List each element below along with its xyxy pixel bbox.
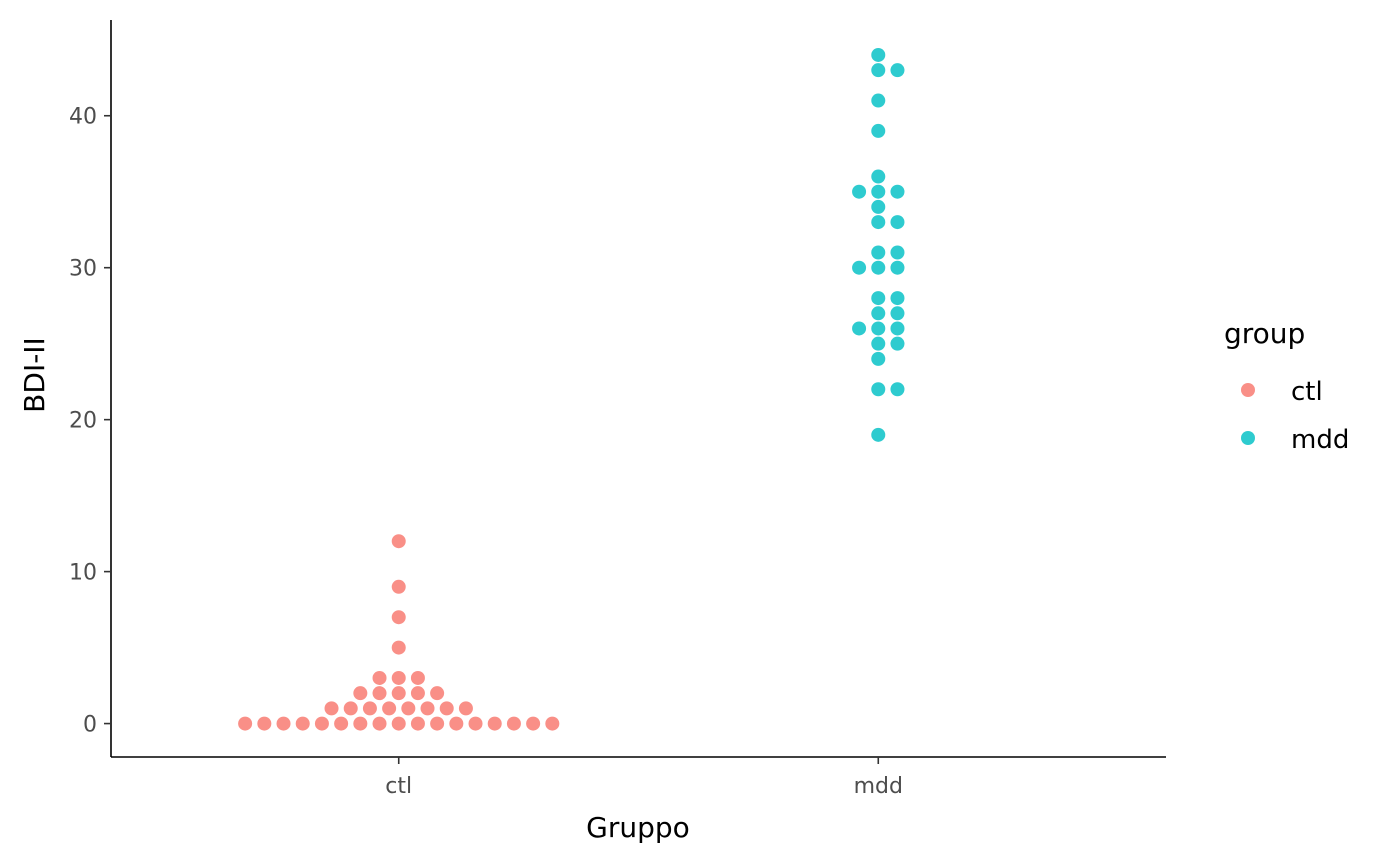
data-point-ctl [238,716,253,731]
data-point-mdd [871,306,886,321]
data-point-ctl [276,716,291,731]
data-point-ctl [353,686,368,701]
data-point-ctl [372,716,387,731]
data-point-mdd [871,169,886,184]
data-point-ctl [458,701,473,716]
data-point-mdd [871,321,886,336]
y-tick-label: 40 [69,105,97,130]
data-point-mdd [890,184,905,199]
data-point-ctl [372,670,387,685]
data-point-ctl [410,686,425,701]
data-point-mdd [890,291,905,306]
legend-label-mdd: mdd [1291,425,1349,455]
data-point-mdd [871,291,886,306]
data-point-ctl [410,670,425,685]
data-point-ctl [391,716,406,731]
y-ticks: 0 10 20 30 40 [69,105,111,738]
data-point-ctl [391,640,406,655]
x-ticks: ctl mdd [385,757,903,799]
data-point-ctl [545,716,560,731]
legend-title: group [1224,317,1305,350]
y-axis-title: BDI-II [18,337,51,413]
data-point-mdd [890,260,905,275]
data-point-mdd [871,427,886,442]
data-point-ctl [382,701,397,716]
data-point-mdd [871,184,886,199]
data-point-ctl [391,610,406,625]
data-point-ctl [391,579,406,594]
y-tick-label: 20 [69,409,97,434]
data-point-ctl [420,701,435,716]
data-point-ctl [362,701,377,716]
data-point-ctl [257,716,272,731]
x-tick-label: ctl [385,774,412,799]
data-point-mdd [871,47,886,62]
y-tick-label: 0 [83,713,97,738]
x-axis-title: Gruppo [586,811,690,844]
data-point-ctl [353,716,368,731]
data-point-mdd [871,260,886,275]
data-point-ctl [439,701,454,716]
data-point-ctl [314,716,329,731]
data-point-ctl [391,670,406,685]
data-point-ctl [410,716,425,731]
data-point-mdd [852,184,867,199]
y-tick-label: 10 [69,561,97,586]
legend-label-ctl: ctl [1291,377,1323,407]
data-point-ctl [343,701,358,716]
axes: 0 10 20 30 40 ctl mdd [69,20,1166,799]
data-point-mdd [871,382,886,397]
data-point-mdd [890,321,905,336]
legend: group ctl mdd [1224,317,1349,455]
data-point-mdd [871,93,886,108]
data-point-mdd [890,245,905,260]
data-point-mdd [890,382,905,397]
data-point-mdd [890,306,905,321]
data-point-ctl [487,716,502,731]
data-point-ctl [391,534,406,549]
data-point-ctl [526,716,541,731]
x-tick-label: mdd [854,774,903,799]
data-point-ctl [334,716,349,731]
data-point-ctl [372,686,387,701]
data-point-mdd [871,336,886,351]
data-point-ctl [449,716,464,731]
data-point-mdd [871,199,886,214]
data-point-ctl [506,716,521,731]
data-point-mdd [871,123,886,138]
legend-key-ctl [1241,383,1255,397]
data-point-ctl [295,716,310,731]
legend-key-mdd [1241,431,1255,445]
data-point-mdd [852,321,867,336]
data-point-ctl [468,716,483,731]
data-point-mdd [871,215,886,230]
legend-entries: ctl mdd [1241,377,1349,455]
data-point-mdd [871,63,886,78]
data-point-mdd [890,336,905,351]
data-point-mdd [852,260,867,275]
data-point-mdd [871,245,886,260]
data-point-ctl [430,716,445,731]
data-point-ctl [391,686,406,701]
data-point-mdd [871,351,886,366]
data-point-mdd [890,63,905,78]
y-tick-label: 30 [69,257,97,282]
data-point-ctl [401,701,416,716]
data-point-mdd [890,215,905,230]
data-point-ctl [430,686,445,701]
data-points [238,47,905,731]
data-point-ctl [324,701,339,716]
